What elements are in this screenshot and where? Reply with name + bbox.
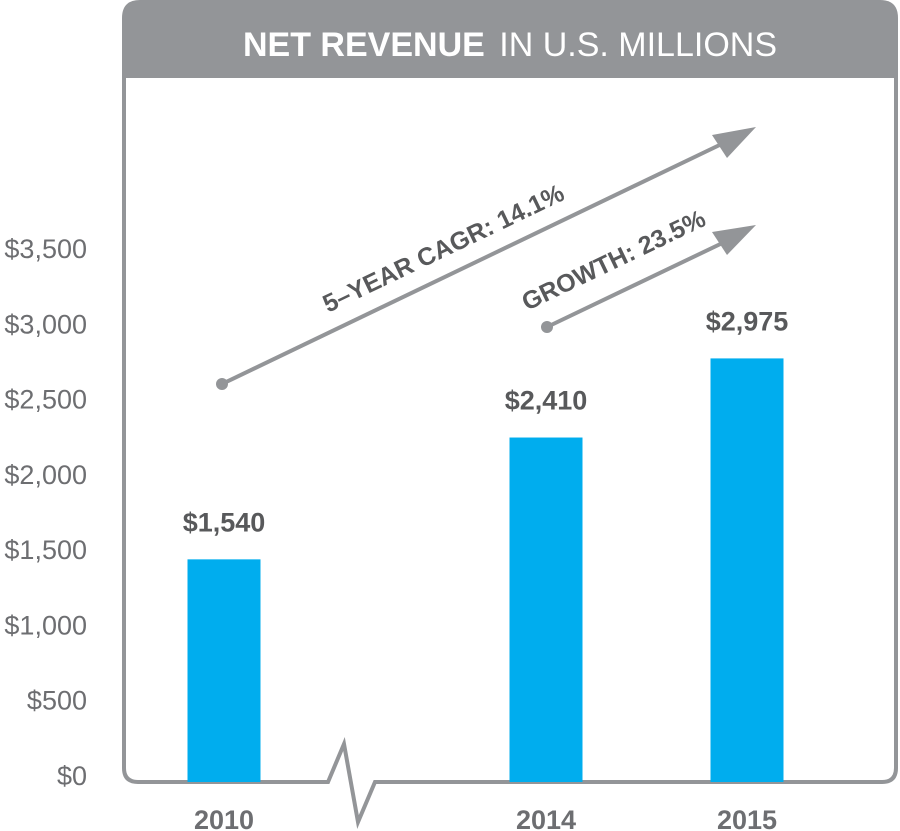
y-tick-label: $3,000 [4, 309, 87, 339]
y-tick-label: $500 [27, 686, 87, 716]
cagr-arrow: 5–YEAR CAGR: 14.1% [216, 127, 756, 390]
y-tick-label: $2,500 [4, 385, 87, 415]
y-tick-label: $1,000 [4, 610, 87, 640]
y-tick-label: $1,500 [4, 535, 87, 565]
bar-2014 [509, 437, 583, 782]
y-tick-label: $2,000 [4, 460, 87, 490]
y-tick-label: $0 [57, 761, 87, 791]
cagr-arrow-start-dot [216, 378, 228, 390]
title-subtitle: IN U.S. MILLIONS [499, 26, 777, 64]
bar-2010 [187, 559, 261, 782]
data-label-2014: $2,410 [505, 386, 588, 416]
growth-annotation: GROWTH: 23.5% [517, 205, 709, 317]
title-band [122, 0, 898, 78]
data-label-2015: $2,975 [706, 306, 789, 336]
bar-2015 [710, 358, 784, 782]
y-tick-label: $3,500 [4, 234, 87, 264]
x-tick-label: 2015 [717, 805, 777, 831]
x-tick-label: 2010 [194, 805, 254, 831]
growth-arrow-start-dot [541, 321, 553, 333]
cagr-arrowhead-icon [712, 127, 756, 158]
chart-frame [122, 78, 898, 829]
x-tick-label: 2014 [516, 805, 576, 831]
data-label-2010: $1,540 [183, 507, 266, 537]
chart-title: NET REVENUE IN U.S. MILLIONS [243, 26, 777, 64]
title-bold: NET REVENUE [243, 26, 485, 64]
growth-arrowhead-icon [712, 225, 756, 255]
